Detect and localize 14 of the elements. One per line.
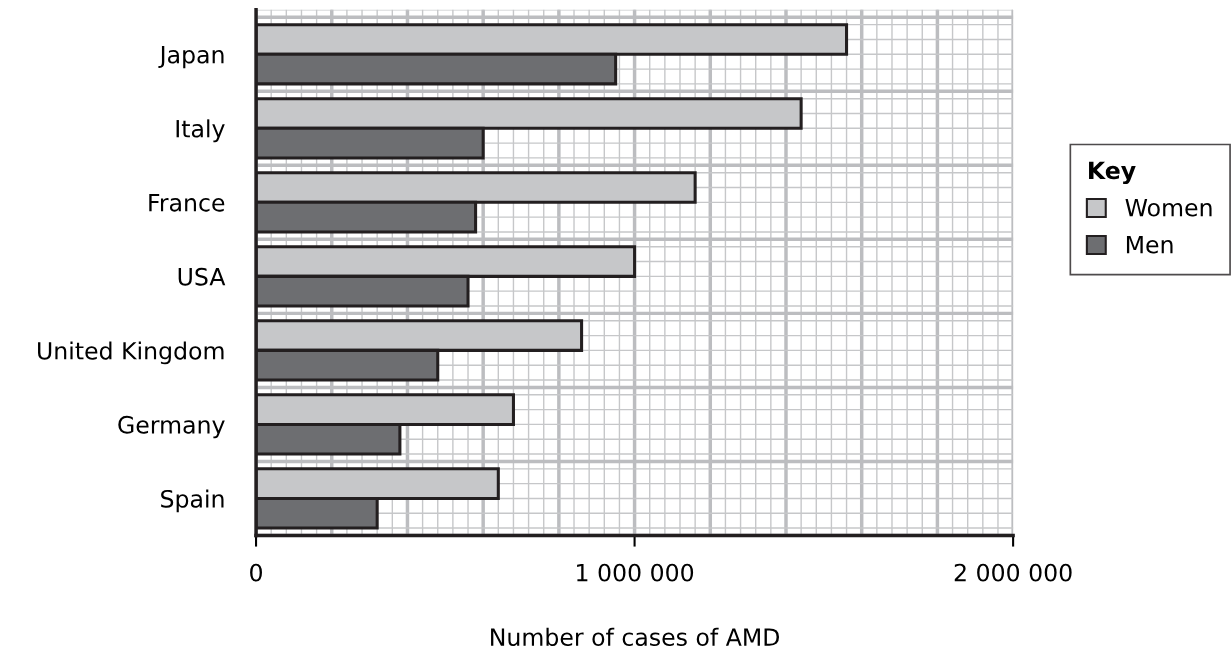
- y-tick-label: Germany: [118, 415, 225, 439]
- legend-title: Key: [1089, 161, 1136, 185]
- y-tick-label: Spain: [161, 489, 224, 513]
- y-tick-label: USA: [178, 267, 226, 286]
- x-tick-label: 2 000 000: [954, 563, 1072, 582]
- x-tick-label: 0: [250, 563, 262, 582]
- legend-label: Women: [1125, 198, 1212, 217]
- y-tick-label: Italy: [176, 119, 225, 143]
- x-tick-label: 1 000 000: [577, 563, 694, 582]
- x-axis-title: Number of cases of AMD: [491, 627, 780, 647]
- legend-label: Men: [1126, 235, 1173, 254]
- y-tick-label: France: [149, 194, 225, 212]
- y-tick-label: Japan: [158, 46, 224, 69]
- y-tick-label: United Kingdom: [38, 341, 224, 365]
